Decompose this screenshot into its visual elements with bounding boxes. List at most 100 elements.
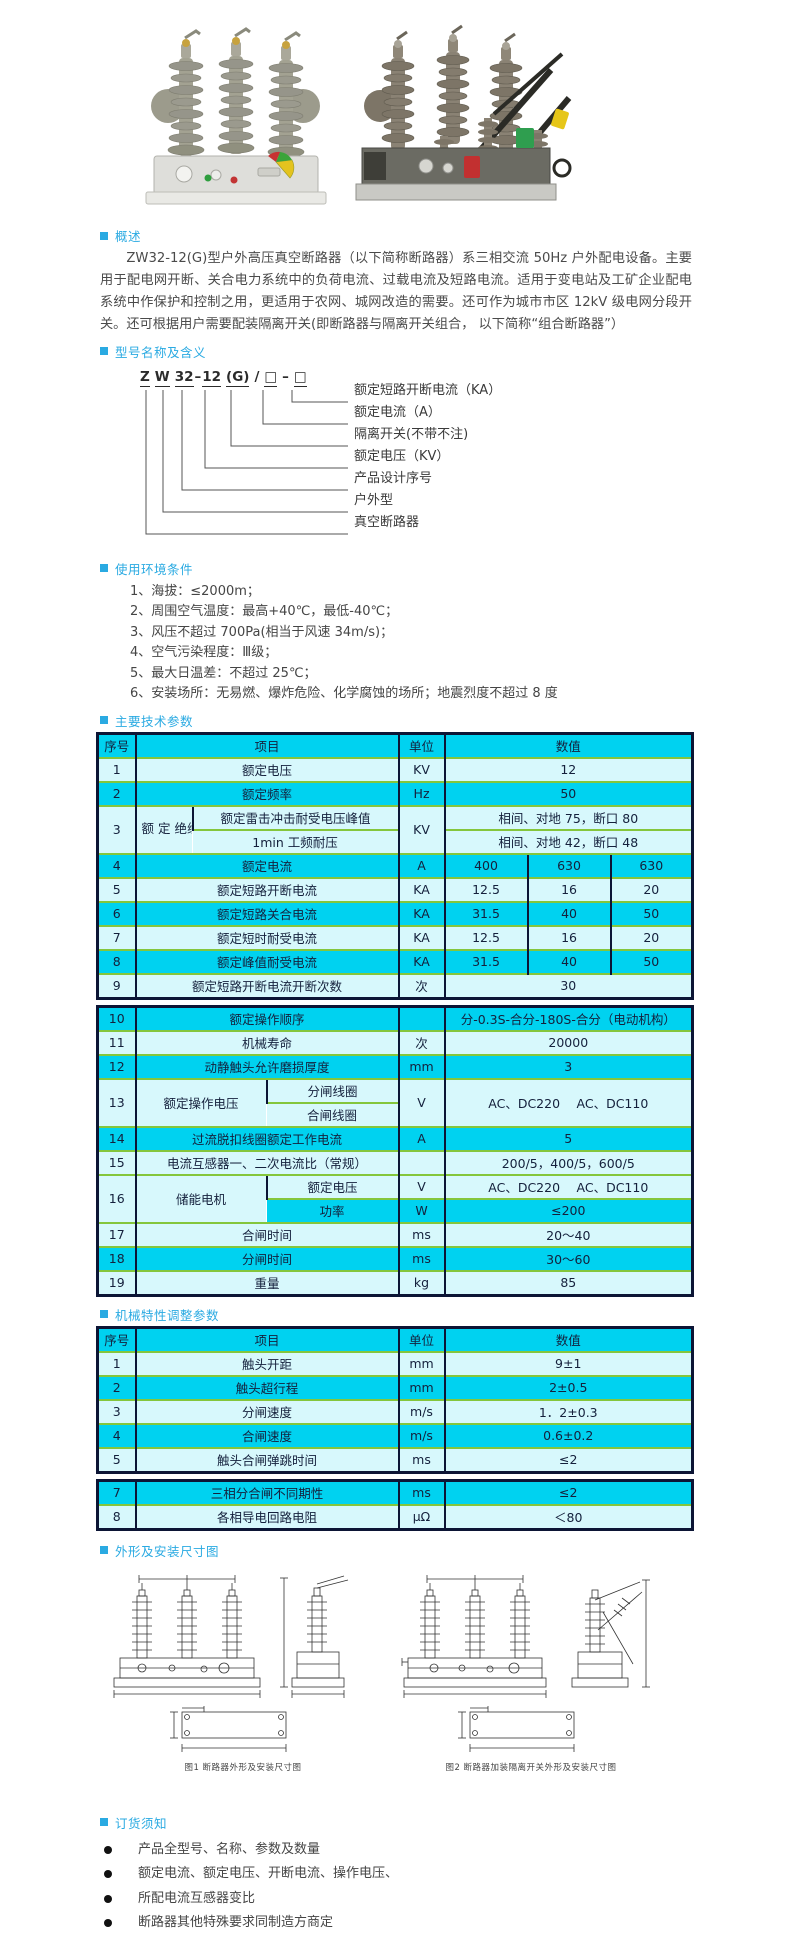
model-label: 户外型 [354, 492, 394, 508]
model-code-token: W [154, 368, 170, 387]
model-label: 额定电压（KV） [354, 448, 450, 464]
table-cell: 20 [609, 876, 693, 902]
model-code-token: – [282, 368, 289, 385]
table-cell: 额定雷击冲击耐受电压峰值 [191, 804, 399, 830]
table-cell: 40 [526, 948, 611, 974]
table-cell: KV [397, 756, 445, 782]
table-cell: 31.5 [443, 948, 528, 974]
table-cell: 9±1 [443, 1350, 693, 1376]
table-cell: AC、DC220 AC、DC110 [443, 1077, 693, 1127]
table-cell: 合闸时间 [134, 1221, 399, 1247]
table-cell: 额定频率 [134, 780, 399, 806]
breaker-outline-drawing [113, 1574, 349, 1698]
environment-item: 3、风压不超过 700Pa(相当于风速 34m/s)； [130, 624, 394, 640]
table-row: 1 额定电压 KV 12 [97, 756, 693, 782]
table-cell: 40 [526, 900, 611, 926]
table-header-cell: 序号 [97, 732, 136, 758]
model-label-list: 额定短路开断电流（KA） 额定电流（A） 隔离开关(不带不注) 额定电压（KV）… [354, 380, 501, 534]
table-cell: 630 [526, 852, 611, 878]
table-cell: 触头开距 [134, 1350, 399, 1376]
mounting-holes-drawing [170, 1705, 287, 1752]
section-bullet-icon [100, 1546, 108, 1555]
table-cell: 12.5 [443, 876, 528, 902]
table-row: 16 储能电机 额定电压 V AC、DC220 AC、DC110 [97, 1173, 693, 1223]
table-cell: 相间、对地 42，断口 48 [443, 828, 693, 854]
section-bullet-icon [100, 564, 108, 573]
table-cell: 次 [397, 1029, 445, 1055]
model-label: 隔离开关(不带不注) [354, 426, 469, 442]
table-cell: 额定操作电压 [134, 1077, 267, 1127]
table-cell: 400 [443, 852, 528, 878]
model-code: Z W 32–12 (G) / □ – □ [140, 369, 793, 389]
table-cell: 17 [97, 1221, 136, 1247]
bullet-icon [104, 1894, 112, 1903]
section-title: 概述 [115, 229, 142, 244]
table-row: 17 合闸时间 ms 20～40 [97, 1221, 693, 1247]
table-cell: 各相导电回路电阻 [134, 1503, 399, 1530]
environment-item: 6、安装场所：无易燃、爆炸危险、化学腐蚀的场所；地震烈度不超过 8 度 [130, 686, 558, 702]
table-cell: 4 [97, 852, 136, 878]
table-cell: 30 [443, 972, 693, 999]
model-designation-diagram: Z W 32–12 (G) / □ – □ 额定短路开断电流（KA） 额定电流（A） 隔离开关… [140, 369, 793, 553]
table-cell: 13 [97, 1077, 136, 1127]
figure-caption: 图2 断路器加装隔离开关外形及安装尺寸图 [445, 1762, 617, 1773]
section-title: 主要技术参数 [115, 713, 194, 729]
table-cell: 14 [97, 1125, 136, 1151]
table-cell: 2±0.5 [443, 1374, 693, 1400]
table-cell: A [397, 852, 445, 878]
params-table-segment: 序号 项目 单位 数值 1 触头开距 mm 9±1 2 触头超行程 mm 2±0.5 3 分闸速度 m/s 1… [96, 1325, 694, 1474]
product-photos [138, 18, 793, 220]
table-cell: 触头超行程 [134, 1374, 399, 1400]
table-cell: 3 [97, 1398, 136, 1424]
table-row: 1min 工频耐压 相间、对地 42，断口 48 [97, 828, 693, 854]
model-connector-lines [145, 389, 348, 535]
table-row: 8 额定峰值耐受电流 KA 31.5 40 50 [97, 948, 693, 974]
table-cell: 50 [443, 780, 693, 806]
section-bullet-icon [100, 716, 108, 725]
table-row: 3额 定 绝缘水平额定雷击冲击耐受电压峰值KV相间、对地 75，断口 80 [97, 804, 693, 854]
section-title: 外形及安装尺寸图 [115, 1543, 220, 1559]
table-cell: 12.5 [443, 924, 528, 950]
table-row: 9 额定短路开断电流开断次数次 30 [97, 972, 693, 999]
table-row: 14 过流脱扣线圈额定工作电流 A 5 [97, 1125, 693, 1151]
table-cell [397, 1005, 445, 1031]
table-cell: 额定短时耐受电流 [134, 924, 399, 950]
dimension-figure-1: 图1 断路器外形及安装尺寸图 [112, 1570, 374, 1773]
table-cell: A [397, 1125, 445, 1151]
product-photo-breaker [145, 27, 327, 205]
table-row: 13 额定操作电压 分闸线圈 V AC、DC220 AC、DC110 [97, 1077, 693, 1127]
table-cell: 12 [443, 756, 693, 782]
table-cell: ms [397, 1245, 445, 1271]
environment-item: 2、周围空气温度：最高+40℃，最低-40℃； [130, 604, 399, 620]
table-cell: 9 [97, 972, 136, 999]
section-title: 订货须知 [115, 1815, 168, 1831]
ordering-notes-list: 产品全型号、名称、参数及数量 额定电流、额定电压、开断电流、操作电压、 所配电流… [104, 1838, 793, 1936]
table-cell: m/s [397, 1398, 445, 1424]
model-code-token: / [254, 368, 260, 385]
table-header-cell: 单位 [397, 1326, 445, 1352]
table-cell: 630 [609, 852, 693, 878]
table-row: 11 机械寿命次 20000 [97, 1029, 693, 1055]
table-cell: 11 [97, 1029, 136, 1055]
environment-item: 1、海拔：≤2000m； [130, 583, 260, 599]
table-cell: 20 [609, 924, 693, 950]
table-cell: μΩ [397, 1503, 445, 1530]
ordering-item: 断路器其他特殊要求同制造方商定 [104, 1911, 793, 1936]
table-cell: 31.5 [443, 900, 528, 926]
table-cell: 18 [97, 1245, 136, 1271]
table-cell: 12 [97, 1053, 136, 1079]
table-cell: 2 [97, 780, 136, 806]
table-cell: 0.6±0.2 [443, 1422, 693, 1448]
table-cell: V [397, 1077, 445, 1127]
product-photo-breaker-with-disconnector [355, 24, 572, 201]
table-cell: 三相分合闸不同期性 [134, 1479, 399, 1505]
mounting-holes-drawing [458, 1705, 575, 1752]
table-cell: KA [397, 900, 445, 926]
table-cell: 10 [97, 1005, 136, 1031]
table-row: 18 分闸时间 ms 30～60 [97, 1245, 693, 1271]
table-cell: 动静触头允许磨损厚度 [134, 1053, 399, 1079]
section-title: 使用环境条件 [115, 561, 194, 577]
section-heading-main-params: 主要技术参数 [100, 711, 793, 730]
table-row: 8 各相导电回路电阻 μΩ ＜80 [97, 1503, 693, 1530]
table-cell: KA [397, 948, 445, 974]
